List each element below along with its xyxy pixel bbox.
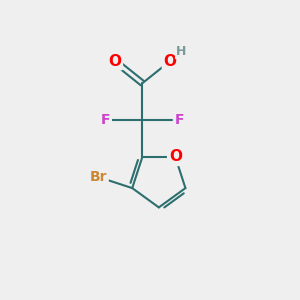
Text: F: F: [101, 113, 110, 127]
Text: F: F: [174, 113, 184, 127]
Text: Br: Br: [90, 170, 107, 184]
Text: H: H: [176, 45, 186, 58]
Text: O: O: [108, 54, 121, 69]
Text: O: O: [164, 54, 176, 69]
Text: O: O: [169, 149, 182, 164]
